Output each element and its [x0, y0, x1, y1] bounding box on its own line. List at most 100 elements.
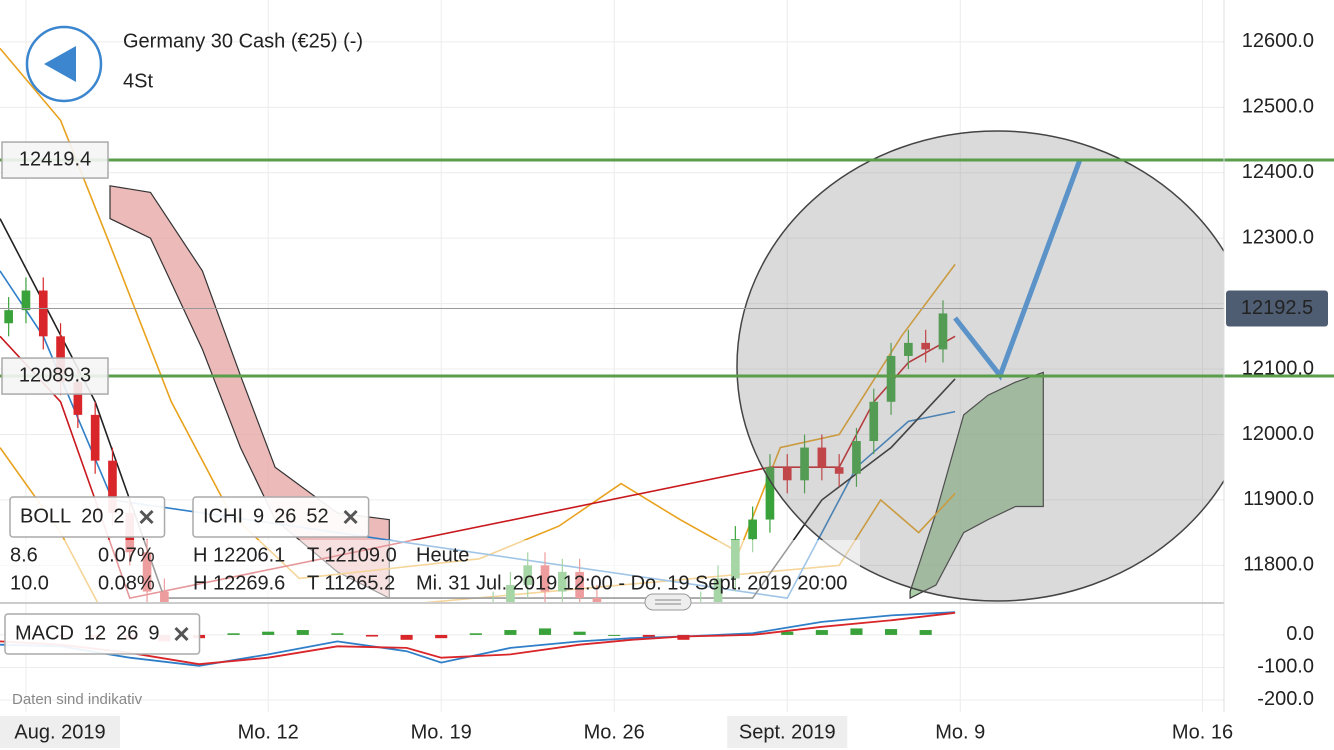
candle-body [834, 467, 844, 474]
level-badge [1, 141, 109, 179]
x-month-badge [727, 716, 848, 748]
info-text: 8.6 [10, 544, 38, 566]
chip-name: ICHI [203, 505, 243, 527]
indicator-chip: ICHI 9 26 52 [192, 496, 370, 538]
macd-histogram-bar [365, 634, 379, 637]
macd-histogram-bar [296, 630, 309, 635]
candle-body [454, 618, 463, 638]
info-text: Mi. 31 Jul. 2019 12:00 - Do. 19 Sept. 20… [416, 572, 847, 594]
x-tick-label: Mo. 12 [238, 721, 299, 743]
y-tick-label: 0.0 [1286, 623, 1314, 645]
candle-body [420, 631, 429, 644]
x-tick-label: Mo. 9 [935, 721, 985, 743]
y-tick-label: 12600.0 [1242, 30, 1314, 52]
macd-histogram-bar [469, 633, 482, 635]
candle-body [73, 382, 83, 415]
macd-histogram-bar [850, 628, 863, 635]
chip-param: 9 [253, 505, 264, 527]
chip-param: 52 [306, 505, 328, 527]
back-arrow-icon [44, 46, 76, 82]
candle-body [817, 447, 827, 468]
chip-box [4, 613, 201, 655]
chip-close-icon[interactable] [139, 509, 154, 525]
info-text: T 11265.2 [307, 572, 395, 594]
level-label: 12419.4 [19, 148, 91, 170]
candle-body [385, 657, 394, 670]
chip-box [192, 496, 370, 538]
y-tick-label: 11900.0 [1243, 488, 1314, 510]
candle-body [748, 519, 757, 540]
level-label: 12089.3 [19, 364, 91, 386]
highlight-ellipse [736, 130, 1224, 602]
current-price-label: 12192.5 [1241, 297, 1313, 319]
macd-histogram-bar [919, 630, 932, 635]
candle-body [489, 605, 498, 631]
candle-body [350, 677, 359, 703]
timeframe: 4St [123, 70, 153, 92]
info-text: Heute [416, 544, 469, 566]
y-tick-label: 12400.0 [1242, 161, 1314, 183]
x-tick-label: Mo. 19 [411, 721, 472, 743]
level-badge [1, 357, 109, 395]
x-tick-label: Mo. 26 [584, 721, 645, 743]
candle-body [852, 441, 861, 474]
info-backdrop [0, 540, 860, 602]
y-tick-label: 12500.0 [1242, 96, 1314, 118]
y-tick-label: 12300.0 [1242, 226, 1314, 248]
candle-body [368, 657, 377, 677]
indicator-line [0, 47, 956, 580]
candle-body [90, 414, 100, 461]
y-tick-label: 11800.0 [1243, 554, 1314, 576]
chip-box [9, 496, 166, 538]
macd-histogram-bar [504, 630, 517, 635]
candle-body [4, 310, 13, 324]
candle-body [782, 467, 792, 481]
info-text: 0.08% [98, 572, 155, 594]
y-tick-label: 12100.0 [1242, 357, 1314, 379]
y-tick-label: -100.0 [1257, 656, 1314, 678]
candle-body [38, 290, 48, 337]
indicator-chip: BOLL 20 2 [9, 496, 166, 538]
macd-histogram-bar [227, 633, 240, 635]
resize-handle[interactable] [644, 593, 692, 611]
x-tick-label: Aug. 2019 [14, 721, 105, 743]
x-tick-label: Mo. 16 [1172, 721, 1233, 743]
candle-body [904, 342, 913, 356]
chip-param: 12 [84, 622, 106, 644]
macd-histogram-bar [885, 629, 898, 635]
instrument-title: Germany 30 Cash (€25) (-) [123, 30, 363, 52]
macd-histogram-bar [573, 631, 586, 635]
info-text: 10.0 [10, 572, 49, 594]
x-month-badge [0, 716, 120, 748]
chip-name: MACD [15, 622, 74, 644]
chip-close-icon[interactable] [343, 509, 358, 525]
candle-body [938, 313, 948, 350]
chip-param: 9 [148, 622, 159, 644]
macd-histogram-bar [538, 628, 552, 635]
macd-histogram-bar [642, 634, 655, 639]
chip-param: 26 [116, 622, 138, 644]
info-text: T 12109.0 [307, 544, 397, 566]
macd-histogram-bar [400, 634, 413, 640]
macd-histogram-bar [608, 634, 621, 636]
x-tick-label: Sept. 2019 [739, 721, 836, 743]
candle-body [212, 683, 221, 696]
macd-histogram-bar [781, 631, 794, 635]
indicator-chip: MACD 12 26 9 [4, 613, 201, 655]
macd-line [0, 611, 956, 666]
macd-histogram-bar [815, 630, 828, 635]
candle-body [108, 460, 117, 514]
candle-body [800, 447, 809, 481]
candle-body [316, 683, 325, 696]
current-price-badge [1226, 290, 1328, 327]
ichimoku-cloud [909, 371, 1044, 600]
candle-body [765, 467, 775, 520]
chip-name: BOLL [20, 505, 71, 527]
macd-histogram-bar [262, 631, 275, 635]
chip-close-icon[interactable] [174, 626, 189, 642]
macd-histogram-bar [331, 633, 344, 635]
candle-body [886, 355, 896, 402]
candle-body [471, 618, 480, 631]
